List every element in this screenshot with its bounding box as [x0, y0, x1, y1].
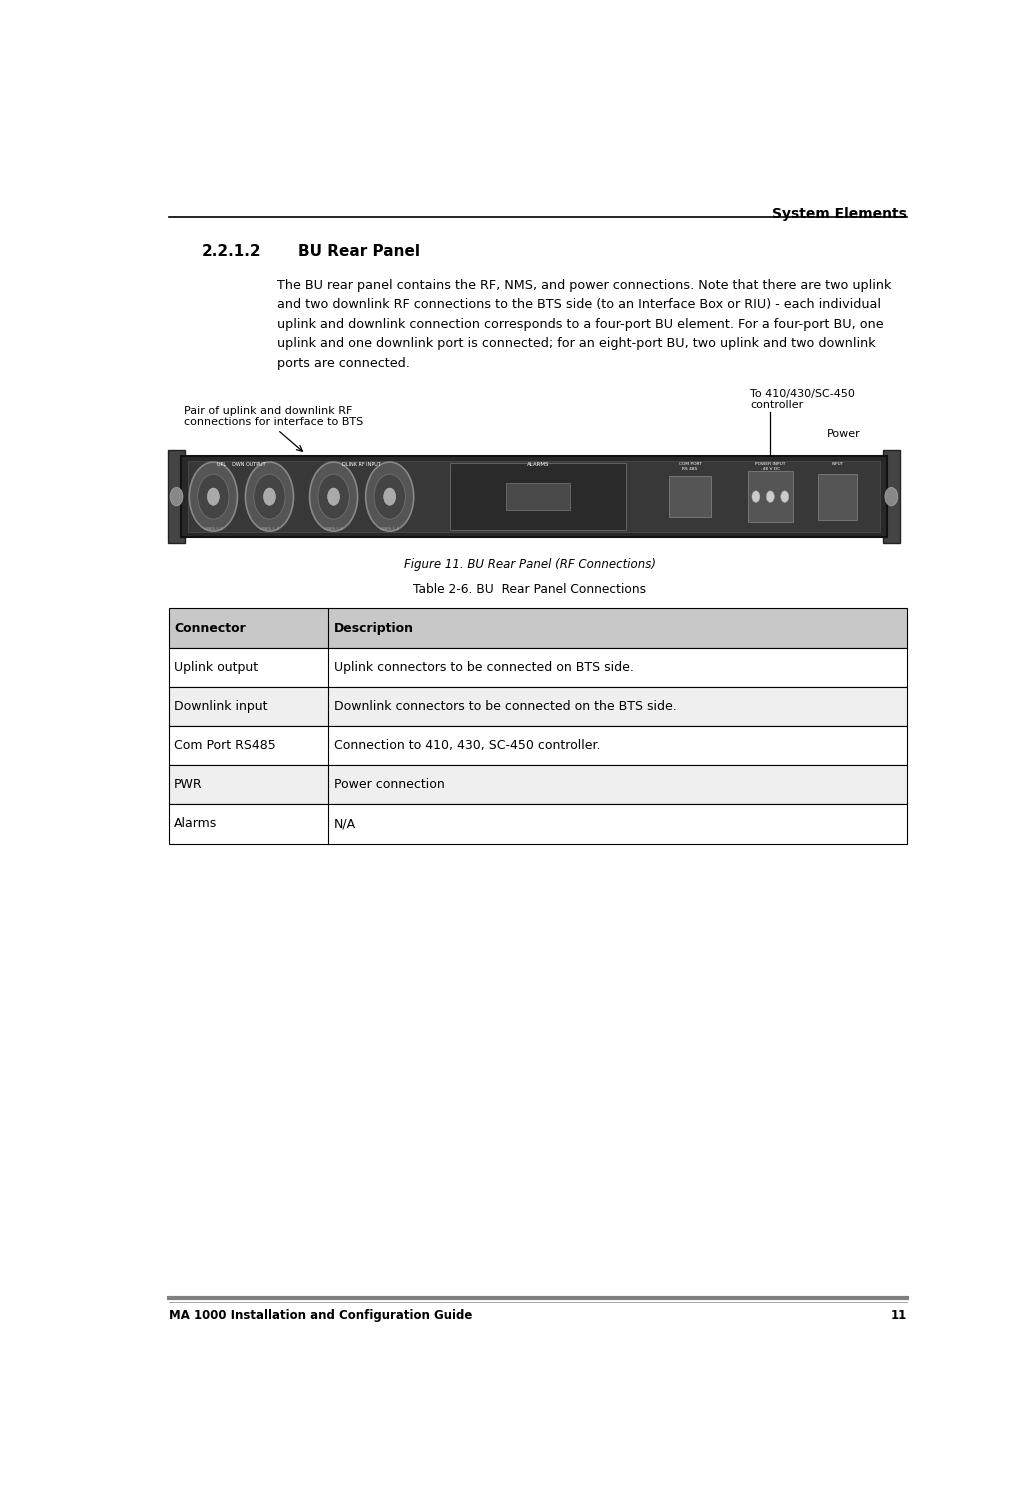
Circle shape: [374, 475, 405, 519]
Circle shape: [208, 488, 219, 506]
Bar: [506, 484, 570, 510]
Circle shape: [171, 488, 183, 506]
Text: Uplink output: Uplink output: [174, 660, 258, 674]
Circle shape: [197, 475, 229, 519]
Circle shape: [318, 475, 349, 519]
Text: Downlink connectors to be connected on the BTS side.: Downlink connectors to be connected on t…: [334, 701, 677, 713]
Circle shape: [885, 488, 898, 506]
Text: COM PORT
RS 485: COM PORT RS 485: [678, 463, 702, 470]
Text: Table 2-6. BU  Rear Panel Connections: Table 2-6. BU Rear Panel Connections: [414, 584, 646, 596]
Text: Power: Power: [826, 430, 860, 439]
Text: 2.2.1.2: 2.2.1.2: [202, 244, 261, 259]
Text: LINKS 1-4: LINKS 1-4: [261, 527, 279, 531]
Bar: [168, 451, 185, 543]
Text: Pair of uplink and downlink RF
connections for interface to BTS: Pair of uplink and downlink RF connectio…: [184, 406, 363, 428]
Text: BU Rear Panel: BU Rear Panel: [298, 244, 420, 259]
Text: Com Port RS485: Com Port RS485: [174, 740, 276, 751]
Bar: [170, 765, 907, 804]
Circle shape: [189, 463, 238, 531]
Text: 11: 11: [890, 1310, 907, 1322]
Circle shape: [752, 491, 760, 503]
Text: Uplink connectors to be connected on BTS side.: Uplink connectors to be connected on BTS…: [334, 660, 634, 674]
Bar: [170, 687, 907, 726]
Bar: [170, 608, 907, 648]
Bar: [181, 457, 886, 537]
Circle shape: [781, 491, 789, 503]
Bar: [170, 804, 907, 844]
Text: Description: Description: [334, 621, 415, 635]
Circle shape: [328, 488, 339, 506]
Circle shape: [245, 463, 294, 531]
Circle shape: [264, 488, 275, 506]
Text: Alarms: Alarms: [174, 817, 217, 831]
Text: MA 1000 Installation and Configuration Guide: MA 1000 Installation and Configuration G…: [170, 1310, 473, 1322]
Bar: [170, 726, 907, 765]
Bar: [450, 463, 627, 530]
Bar: [819, 473, 857, 519]
Circle shape: [309, 463, 358, 531]
Text: Downlink input: Downlink input: [174, 701, 268, 713]
Bar: [748, 472, 793, 522]
Text: DLINK RF INPUT: DLINK RF INPUT: [342, 463, 381, 467]
Text: LINKS 5-8: LINKS 5-8: [325, 527, 343, 531]
Text: INPUT: INPUT: [831, 463, 844, 466]
Circle shape: [366, 463, 414, 531]
Bar: [669, 476, 711, 518]
Text: Connector: Connector: [174, 621, 246, 635]
Text: POWER INPUT
-48 V DC: POWER INPUT -48 V DC: [755, 463, 786, 470]
Text: LINKS 1-4: LINKS 1-4: [381, 527, 399, 531]
Text: Figure 11. BU Rear Panel (RF Connections): Figure 11. BU Rear Panel (RF Connections…: [404, 558, 656, 570]
Circle shape: [766, 491, 774, 503]
Text: Power connection: Power connection: [334, 778, 445, 792]
Text: N/A: N/A: [334, 817, 357, 831]
Text: LINKS 5-8: LINKS 5-8: [204, 527, 222, 531]
Text: The BU rear panel contains the RF, NMS, and power connections. Note that there a: The BU rear panel contains the RF, NMS, …: [277, 278, 892, 370]
Circle shape: [254, 475, 285, 519]
Text: System Elements: System Elements: [771, 207, 907, 222]
Bar: [170, 648, 907, 687]
Text: ALARMS: ALARMS: [526, 463, 549, 467]
Bar: [883, 451, 901, 543]
Text: Connection to 410, 430, SC-450 controller.: Connection to 410, 430, SC-450 controlle…: [334, 740, 601, 751]
Text: To 410/430/SC-450
controller: To 410/430/SC-450 controller: [751, 389, 855, 410]
Text: UPL    DWN OUTPUT: UPL DWN OUTPUT: [217, 463, 266, 467]
Bar: [188, 461, 880, 533]
Text: PWR: PWR: [174, 778, 203, 792]
Circle shape: [384, 488, 396, 506]
